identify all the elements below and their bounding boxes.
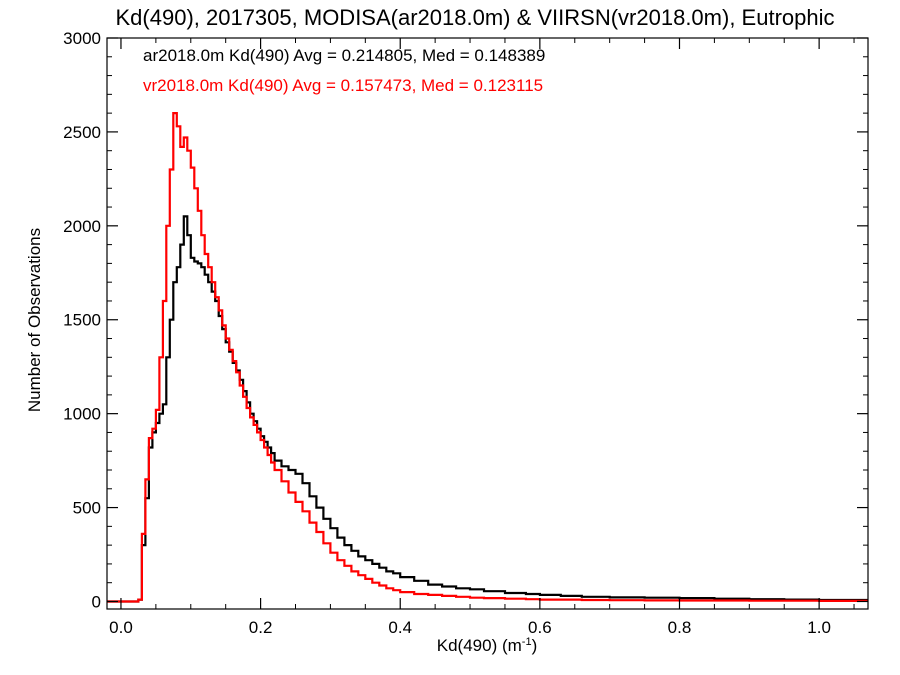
x-tick-label: 0.2 — [249, 618, 273, 637]
legend-stats-modisa: ar2018.0m Kd(490) Avg = 0.214805, Med = … — [143, 46, 545, 65]
series-modisa-line — [107, 215, 868, 603]
series-viirsn-line — [107, 112, 868, 603]
plot-frame — [106, 37, 869, 610]
y-axis: 0 500 1000 1500 2000 2500 3000 — [63, 29, 868, 611]
legend-stats-viirsn: vr2018.0m Kd(490) Avg = 0.157473, Med = … — [143, 76, 543, 95]
plot-area — [107, 112, 868, 603]
y-tick-label: 0 — [92, 592, 101, 611]
x-tick-label: 0.4 — [388, 618, 412, 637]
chart-title: Kd(490), 2017305, MODISA(ar2018.0m) & VI… — [116, 5, 835, 30]
y-tick-label: 3000 — [63, 29, 101, 48]
x-tick-label: 1.0 — [807, 618, 831, 637]
y-tick-label: 500 — [73, 499, 101, 518]
x-axis-title-text: Kd(490) (m — [437, 636, 522, 655]
x-axis-title: Kd(490) (m-1) — [437, 636, 537, 655]
y-tick-label: 1500 — [63, 311, 101, 330]
y-tick-label: 1000 — [63, 405, 101, 424]
x-tick-label: 0.8 — [668, 618, 692, 637]
x-axis-title-suffix: ) — [532, 636, 538, 655]
x-axis-title-superscript: -1 — [522, 636, 532, 648]
y-tick-label: 2000 — [63, 217, 101, 236]
y-axis-title: Number of Observations — [25, 228, 44, 412]
y-tick-label: 2500 — [63, 123, 101, 142]
x-tick-label: 0.6 — [528, 618, 552, 637]
x-axis: 0.0 0.2 0.4 0.6 0.8 1.0 — [109, 38, 855, 637]
x-tick-label: 0.0 — [109, 618, 133, 637]
